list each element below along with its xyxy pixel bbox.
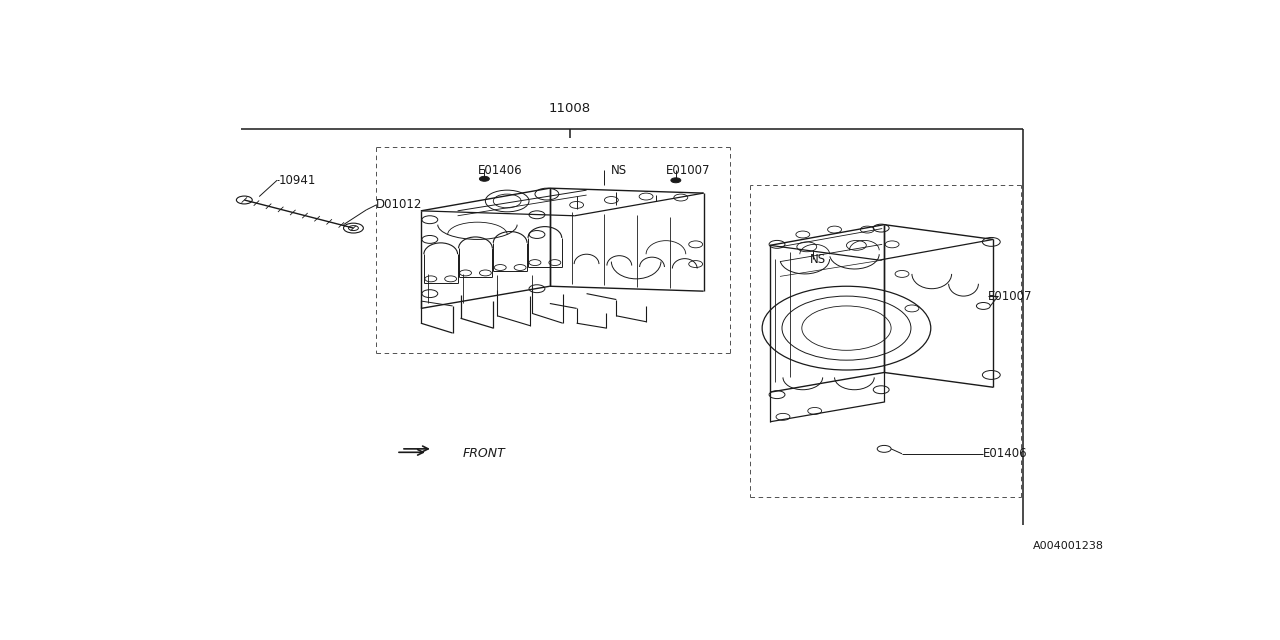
Text: NS: NS — [612, 164, 627, 177]
Text: E01406: E01406 — [983, 447, 1028, 460]
Circle shape — [671, 178, 681, 183]
Circle shape — [480, 177, 489, 181]
Text: FRONT: FRONT — [462, 447, 506, 460]
Text: A004001238: A004001238 — [1033, 541, 1103, 551]
Text: 11008: 11008 — [549, 102, 591, 115]
Text: D01012: D01012 — [376, 198, 422, 211]
Text: 10941: 10941 — [279, 174, 316, 187]
Text: E01007: E01007 — [666, 164, 710, 177]
Text: E01406: E01406 — [477, 164, 522, 177]
Text: NS: NS — [810, 253, 826, 266]
Text: E01007: E01007 — [988, 289, 1033, 303]
